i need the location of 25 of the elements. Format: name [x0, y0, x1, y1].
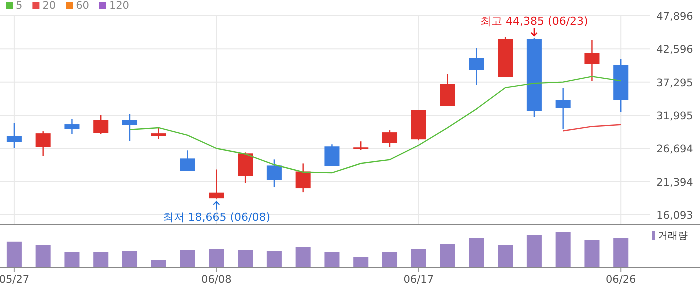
- annotation: 최저 18,665 (06/08): [162, 201, 271, 224]
- legend-label: 20: [42, 0, 56, 12]
- legend-item: 60: [66, 0, 90, 12]
- legend-item: 5: [6, 0, 23, 12]
- y-tick-label: 37,295: [656, 77, 694, 90]
- x-tick-label: 05/27: [0, 274, 30, 286]
- y-tick-label: 21,394: [656, 176, 694, 189]
- legend-label: 거래량: [658, 231, 688, 242]
- annotation: 최저 18,665 (06/08): [162, 210, 271, 224]
- annotation: 최고 44,385 (06/23): [480, 14, 588, 37]
- legend-item: 20: [32, 0, 56, 12]
- legend-label: 5: [16, 0, 23, 12]
- y-tick-label: 31,995: [656, 110, 694, 122]
- y-tick-label: 16,093: [656, 210, 694, 222]
- annotation: 최고 44,385 (06/23): [480, 14, 588, 28]
- legend-item: 거래량: [652, 231, 688, 242]
- legend-item: 120: [99, 0, 130, 12]
- legend-label: 60: [76, 0, 90, 12]
- x-tick-label: 06/08: [202, 274, 232, 286]
- x-tick-label: 06/17: [404, 274, 434, 286]
- x-tick-label: 06/26: [606, 274, 637, 286]
- y-tick-label: 26,694: [656, 144, 694, 156]
- legend-label: 120: [109, 0, 130, 12]
- y-tick-label: 47,896: [656, 11, 694, 23]
- y-tick-label: 42,596: [656, 44, 694, 56]
